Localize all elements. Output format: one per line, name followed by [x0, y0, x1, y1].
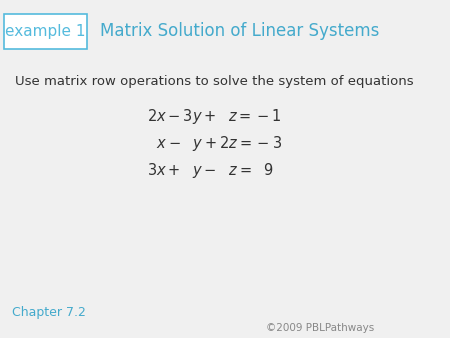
Text: Matrix Solution of Linear Systems: Matrix Solution of Linear Systems: [100, 22, 380, 40]
Text: Chapter 7.2: Chapter 7.2: [12, 306, 86, 319]
FancyBboxPatch shape: [4, 14, 87, 49]
Text: example 1: example 1: [5, 24, 86, 39]
Text: $3x+\ \ y-\ \ z=\ \ 9$: $3x+\ \ y-\ \ z=\ \ 9$: [147, 161, 274, 180]
Text: ©2009 PBLPathways: ©2009 PBLPathways: [266, 323, 374, 333]
Text: $2x-3y+\ \ z=-1$: $2x-3y+\ \ z=-1$: [147, 107, 282, 126]
Text: $\ \ x-\ \ y+2z=-3$: $\ \ x-\ \ y+2z=-3$: [147, 134, 282, 153]
Text: Use matrix row operations to solve the system of equations: Use matrix row operations to solve the s…: [15, 75, 414, 88]
